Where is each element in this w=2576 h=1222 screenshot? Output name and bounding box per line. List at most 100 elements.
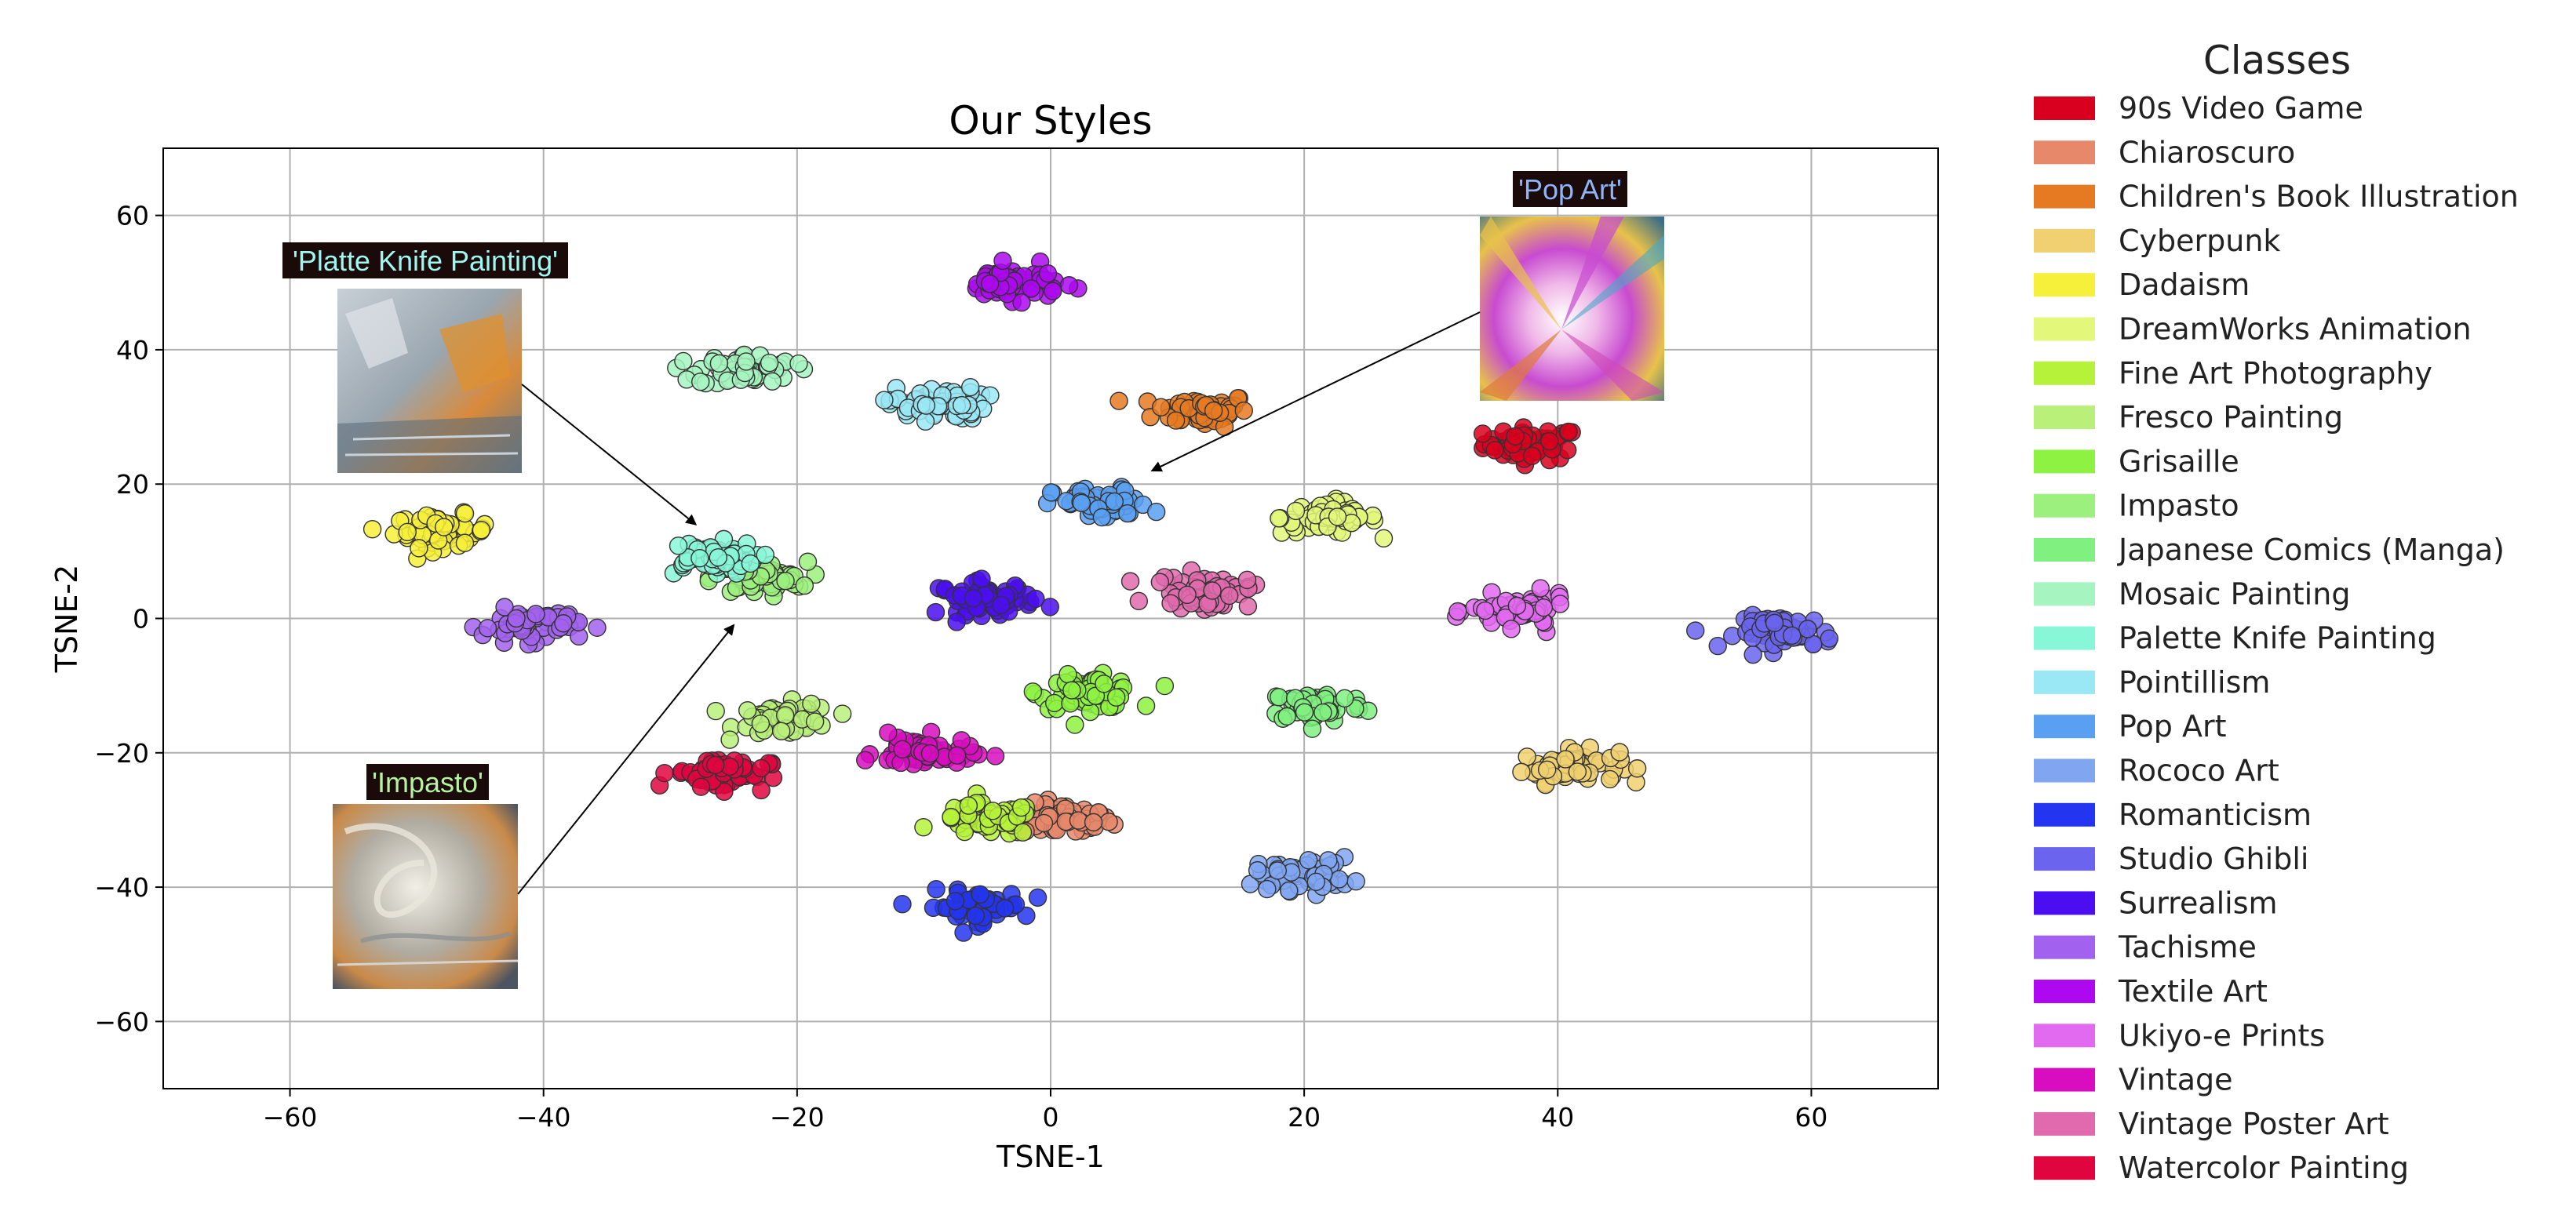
series-children-s-book-illustration <box>1109 388 1253 437</box>
legend-swatch <box>2034 361 2095 385</box>
scatter-point <box>1306 872 1325 892</box>
scatter-point <box>720 730 739 749</box>
legend-swatch <box>2034 493 2095 518</box>
scatter-point <box>1017 906 1036 926</box>
series-vintage <box>856 722 1005 773</box>
annotation-label-bg <box>1513 171 1627 207</box>
legend-label: Fine Art Photography <box>2119 356 2432 391</box>
scatter-point <box>763 372 782 391</box>
y-tick-label: 0 <box>133 604 149 635</box>
series-pointillism <box>875 377 1000 431</box>
scatter-point <box>1568 762 1587 781</box>
scatter-point <box>1023 682 1043 701</box>
legend-swatch <box>2034 715 2095 739</box>
scatter-point <box>1303 719 1322 738</box>
scatter-point <box>802 694 821 713</box>
axis-ticks: −60 −40 −20 0 20 40 60 −60 −40 −20 0 20 40 60 <box>94 201 1827 1133</box>
legend-label: Pointillism <box>2119 665 2270 700</box>
scatter-point <box>879 723 898 742</box>
scatter-point <box>947 746 967 765</box>
annotation-arrow-impasto <box>517 624 735 895</box>
legend-item: Rococo Art <box>2034 754 2279 788</box>
scatter-point <box>920 744 940 763</box>
legend-swatch <box>2034 538 2095 562</box>
scatter-point <box>964 588 983 608</box>
scatter-point <box>946 892 965 911</box>
legend-item: Romanticism <box>2034 798 2312 832</box>
legend-item: Pointillism <box>2034 665 2270 700</box>
x-axis-title: TSNE-1 <box>996 1140 1105 1174</box>
scatter-point <box>1299 850 1318 870</box>
scatter-point <box>1765 613 1784 633</box>
scatter-point <box>993 251 1012 271</box>
scatter-point <box>669 536 688 555</box>
series-cyberpunk <box>1512 738 1647 795</box>
scatter-point <box>972 569 991 588</box>
scatter-point <box>1237 570 1257 590</box>
scatter-point <box>1045 693 1064 713</box>
x-tick-label: −20 <box>770 1102 825 1133</box>
scatter-point <box>1072 493 1091 513</box>
legend-label: Cyberpunk <box>2119 224 2280 258</box>
legend-label: Vintage <box>2119 1063 2233 1097</box>
scatter-point <box>706 701 725 721</box>
y-tick-label: 20 <box>116 469 149 500</box>
series-rococo-art <box>1241 848 1365 904</box>
scatter-point <box>1151 398 1171 416</box>
scatter-point <box>1277 707 1296 726</box>
scatter-point <box>966 906 986 926</box>
annotation-label-palette-knife: 'Platte Knife Painting' <box>293 245 558 277</box>
scatter-point <box>760 353 779 373</box>
series-mosaic-painting <box>667 345 814 393</box>
scatter-point <box>981 275 1000 293</box>
scatter-point <box>875 391 894 409</box>
scatter-point <box>1550 595 1570 613</box>
impasto-sample-image <box>333 804 519 989</box>
scatter-point <box>1522 446 1542 466</box>
y-tick-label: 40 <box>116 335 149 366</box>
scatter-point <box>776 706 795 725</box>
legend-label: Studio Ghibli <box>2119 842 2308 876</box>
scatter-point <box>833 704 852 723</box>
legend-label: Grisaille <box>2119 444 2239 478</box>
scatter-point <box>691 373 710 391</box>
legend-swatch <box>2034 980 2095 1003</box>
annotation-arrow-pop-art <box>1150 311 1481 472</box>
scatter-point <box>1204 401 1223 420</box>
series-dadaism <box>363 503 494 568</box>
series-textile-art <box>967 251 1088 312</box>
series-surrealism <box>926 569 1059 631</box>
scatter-point <box>1314 703 1332 722</box>
scatter-point <box>1820 629 1839 648</box>
scatter-point <box>1099 813 1118 831</box>
scatter-point <box>526 605 545 624</box>
x-tick-label: 20 <box>1288 1102 1321 1133</box>
scatter-point <box>738 700 757 720</box>
scatter-point <box>1502 620 1521 638</box>
scatter-point <box>398 522 417 542</box>
scatter-point <box>795 576 814 595</box>
legend-item: Vintage Poster Art <box>2034 1107 2389 1141</box>
annotation-label-impasto: 'Impasto' <box>372 766 483 798</box>
series-palette-knife-painting <box>664 529 774 583</box>
scatter-point <box>1374 529 1394 548</box>
legend-label: Chiaroscuro <box>2119 135 2295 169</box>
scatter-point <box>455 533 475 552</box>
legend-swatch <box>2034 802 2095 827</box>
legend-swatch <box>2034 140 2095 165</box>
legend-item: Studio Ghibli <box>2034 842 2308 876</box>
palette-knife-painting-sample-image <box>337 289 522 473</box>
legend-item: Fine Art Photography <box>2034 356 2432 391</box>
scatter-point <box>1234 401 1253 420</box>
scatter-point <box>1556 750 1575 769</box>
series-grisaille <box>1023 664 1175 734</box>
scatter-point <box>772 722 791 740</box>
scatter-point <box>1041 483 1061 502</box>
annotation-palette-knife: 'Platte Knife Painting' <box>282 242 698 526</box>
scatter-point <box>916 412 935 431</box>
scatter-point <box>960 377 980 397</box>
legend-swatch <box>2034 317 2095 341</box>
scatter-point <box>1026 589 1045 609</box>
scatter-point <box>1531 579 1550 598</box>
legend-label: Japanese Comics (Manga) <box>2117 533 2505 567</box>
